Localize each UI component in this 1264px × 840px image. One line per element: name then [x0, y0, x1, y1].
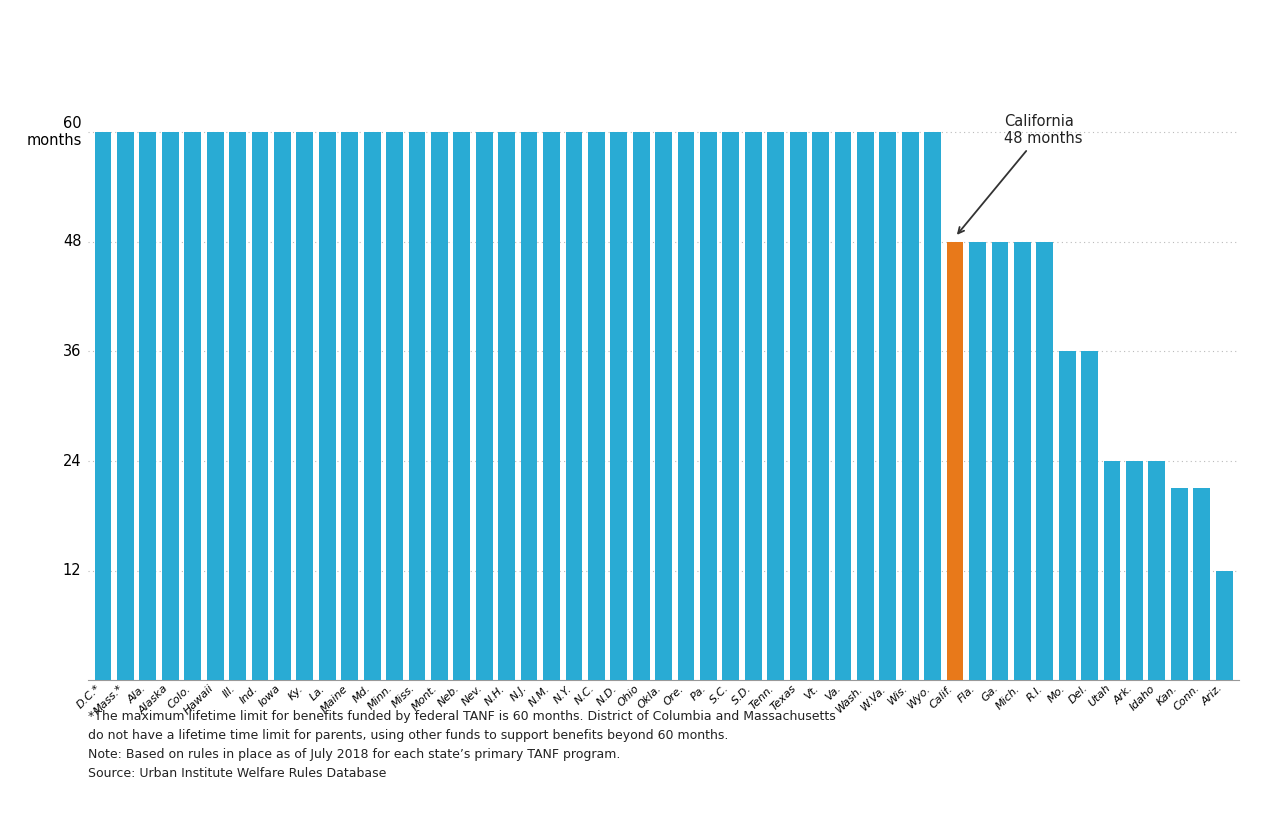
Bar	[274, 132, 291, 680]
Bar	[431, 132, 447, 680]
Bar	[207, 132, 224, 680]
Bar	[857, 132, 873, 680]
Bar	[364, 132, 380, 680]
Bar	[1126, 461, 1143, 680]
Text: California
48 months: California 48 months	[958, 113, 1083, 234]
Bar	[633, 132, 650, 680]
Bar	[813, 132, 829, 680]
Bar	[319, 132, 336, 680]
Bar	[1014, 242, 1030, 680]
Bar	[924, 132, 942, 680]
Bar	[969, 242, 986, 680]
Bar	[611, 132, 627, 680]
Bar	[95, 132, 111, 680]
Bar	[162, 132, 178, 680]
Bar	[185, 132, 201, 680]
Bar	[1059, 351, 1076, 680]
Text: *The maximum lifetime limit for benefits funded by federal TANF is 60 months. Di: *The maximum lifetime limit for benefits…	[88, 710, 837, 780]
Bar	[297, 132, 313, 680]
Bar	[1216, 570, 1232, 680]
Bar	[1036, 242, 1053, 680]
Bar	[655, 132, 672, 680]
Bar	[991, 242, 1009, 680]
Bar	[565, 132, 583, 680]
Bar	[790, 132, 806, 680]
Bar	[118, 132, 134, 680]
Bar	[1103, 461, 1120, 680]
Bar	[901, 132, 919, 680]
Bar	[521, 132, 537, 680]
Bar	[408, 132, 426, 680]
Bar	[947, 242, 963, 680]
Bar	[139, 132, 157, 680]
Bar	[834, 132, 852, 680]
Bar	[1170, 488, 1188, 680]
Bar	[229, 132, 246, 680]
Bar	[341, 132, 358, 680]
Bar	[678, 132, 694, 680]
Bar	[588, 132, 604, 680]
Bar	[454, 132, 470, 680]
Bar	[544, 132, 560, 680]
Bar	[475, 132, 493, 680]
Bar	[767, 132, 784, 680]
Bar	[880, 132, 896, 680]
Bar	[1149, 461, 1165, 680]
Bar	[252, 132, 268, 680]
Bar	[744, 132, 762, 680]
Bar	[498, 132, 514, 680]
Bar	[1081, 351, 1098, 680]
Bar	[386, 132, 403, 680]
Bar	[1193, 488, 1210, 680]
Bar	[700, 132, 717, 680]
Bar	[723, 132, 739, 680]
